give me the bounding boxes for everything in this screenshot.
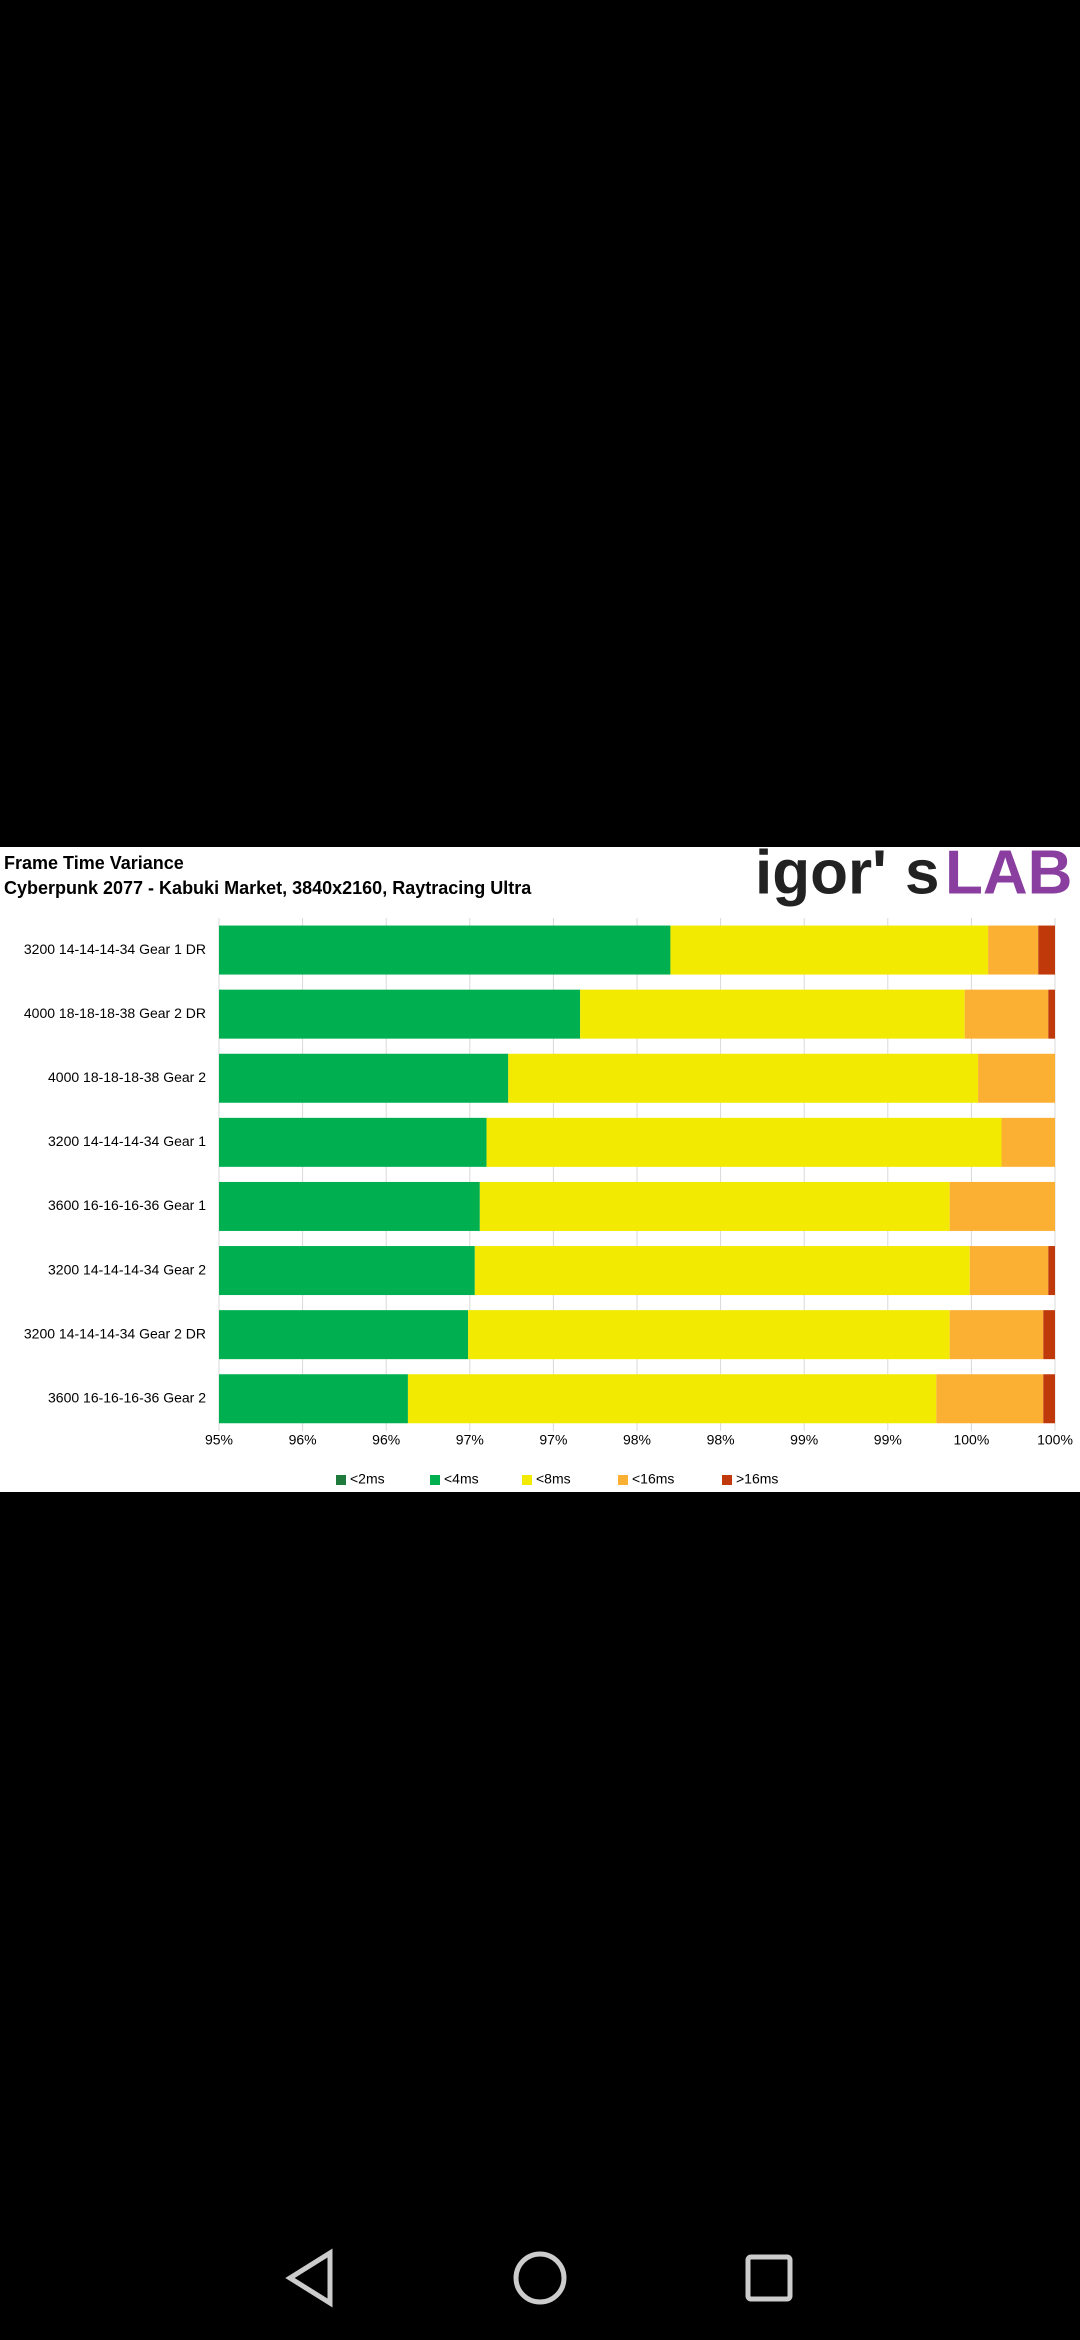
logo: igor' s LAB: [755, 838, 1072, 907]
logo-text: igor': [755, 838, 887, 907]
home-button[interactable]: [513, 2251, 567, 2305]
legend-label: <2ms: [350, 1471, 385, 1487]
bar-segment: [1038, 925, 1055, 975]
bar-segment: [486, 1117, 1002, 1167]
bar-segment: [936, 1374, 1044, 1424]
x-tick-label: 98%: [707, 1432, 735, 1448]
legend-swatch: [722, 1475, 732, 1485]
bar-segment: [949, 1181, 1055, 1231]
x-tick-label: 100%: [1037, 1432, 1073, 1448]
x-tick-label: 99%: [790, 1432, 818, 1448]
logo-accent: LAB: [945, 838, 1072, 907]
bar-segment: [1001, 1117, 1055, 1167]
bar-segment: [219, 1053, 509, 1103]
bar-segment: [407, 1374, 937, 1424]
y-tick-label: 3600 16-16-16-36 Gear 1: [48, 1197, 206, 1213]
y-tick-label: 3200 14-14-14-34 Gear 2: [48, 1261, 206, 1277]
bar-segment: [1048, 1246, 1055, 1296]
recents-button[interactable]: [745, 2254, 793, 2302]
y-tick-label: 3200 14-14-14-34 Gear 1 DR: [24, 941, 206, 957]
x-tick-label: 97%: [539, 1432, 567, 1448]
bar-segment: [219, 1310, 469, 1360]
logo-text: s: [905, 838, 939, 907]
bar-segment: [219, 925, 671, 975]
y-tick-label: 3200 14-14-14-34 Gear 2 DR: [24, 1325, 206, 1341]
bar-segment: [978, 1053, 1055, 1103]
bar-segment: [1043, 1374, 1055, 1424]
bars: [219, 925, 1055, 1424]
legend-label: >16ms: [736, 1471, 778, 1487]
x-tick-label: 99%: [874, 1432, 902, 1448]
legend-label: <16ms: [632, 1471, 674, 1487]
bar-segment: [580, 989, 965, 1039]
y-tick-label: 3600 16-16-16-36 Gear 2: [48, 1389, 206, 1405]
bar-segment: [219, 1117, 487, 1167]
bar-segment: [474, 1246, 970, 1296]
x-tick-label: 95%: [205, 1432, 233, 1448]
y-tick-label: 4000 18-18-18-38 Gear 2: [48, 1069, 206, 1085]
x-tick-label: 98%: [623, 1432, 651, 1448]
y-tick-label: 4000 18-18-18-38 Gear 2 DR: [24, 1005, 206, 1021]
bar-segment: [219, 989, 581, 1039]
bar-segment: [988, 925, 1039, 975]
chart-title: Frame Time Variance: [4, 853, 184, 873]
legend-swatch: [336, 1475, 346, 1485]
x-tick-label: 96%: [289, 1432, 317, 1448]
legend-swatch: [522, 1475, 532, 1485]
bar-segment: [1048, 989, 1055, 1039]
bar-segment: [670, 925, 989, 975]
bar-segment: [969, 1246, 1049, 1296]
x-tick-label: 100%: [953, 1432, 989, 1448]
bar-segment: [219, 1246, 475, 1296]
legend-swatch: [430, 1475, 440, 1485]
bar-segment: [219, 1374, 408, 1424]
bar-segment: [508, 1053, 979, 1103]
y-tick-label: 3200 14-14-14-34 Gear 1: [48, 1133, 206, 1149]
nav-bar: [285, 2248, 793, 2308]
legend-swatch: [618, 1475, 628, 1485]
back-button[interactable]: [285, 2248, 333, 2308]
bar-segment: [964, 989, 1049, 1039]
bar-segment: [468, 1310, 950, 1360]
legend-label: <4ms: [444, 1471, 479, 1487]
labels: 95% 96% 96% 97% 97% 98% 98% 99% 99% 100% 100% 3200 …: [24, 941, 1073, 1487]
bar-segment: [219, 1181, 480, 1231]
bar-segment: [1043, 1310, 1055, 1360]
chart-subtitle: Cyberpunk 2077 - Kabuki Market, 3840x216…: [4, 878, 532, 898]
bar-segment: [949, 1310, 1044, 1360]
bar-segment: [479, 1181, 950, 1231]
x-tick-label: 96%: [372, 1432, 400, 1448]
legend-label: <8ms: [536, 1471, 571, 1487]
x-tick-label: 97%: [456, 1432, 484, 1448]
